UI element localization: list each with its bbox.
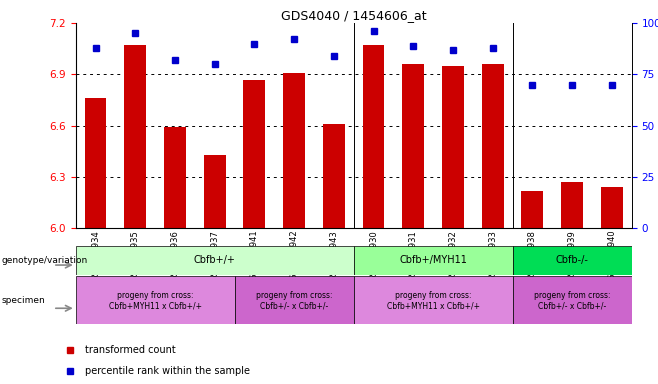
Bar [442,66,464,228]
Text: specimen: specimen [1,296,45,305]
Bar [323,124,345,228]
Text: Cbfb+/+: Cbfb+/+ [193,255,236,265]
Bar [513,276,632,324]
Text: progeny from cross:
Cbfb+/- x Cbfb+/-: progeny from cross: Cbfb+/- x Cbfb+/- [256,291,332,310]
Bar [354,276,513,324]
Bar [354,246,513,275]
Bar [243,79,265,228]
Bar [204,155,226,228]
Bar [283,73,305,228]
Bar [234,276,354,324]
Bar [522,191,544,228]
Text: percentile rank within the sample: percentile rank within the sample [86,366,250,376]
Text: Cbfb+/MYH11: Cbfb+/MYH11 [399,255,467,265]
Text: progeny from cross:
Cbfb+MYH11 x Cbfb+/+: progeny from cross: Cbfb+MYH11 x Cbfb+/+ [387,291,480,310]
Text: progeny from cross:
Cbfb+MYH11 x Cbfb+/+: progeny from cross: Cbfb+MYH11 x Cbfb+/+ [109,291,201,310]
Bar [601,187,622,228]
Text: progeny from cross:
Cbfb+/- x Cbfb+/-: progeny from cross: Cbfb+/- x Cbfb+/- [534,291,611,310]
Bar [76,276,234,324]
Text: transformed count: transformed count [86,345,176,355]
Bar [513,246,632,275]
Text: Cbfb-/-: Cbfb-/- [555,255,588,265]
Bar [85,98,107,228]
Bar [402,64,424,228]
Bar [164,127,186,228]
Title: GDS4040 / 1454606_at: GDS4040 / 1454606_at [281,9,426,22]
Bar [363,45,384,228]
Bar [76,246,354,275]
Bar [561,182,583,228]
Bar [482,64,503,228]
Text: genotype/variation: genotype/variation [1,256,88,265]
Bar [124,45,146,228]
